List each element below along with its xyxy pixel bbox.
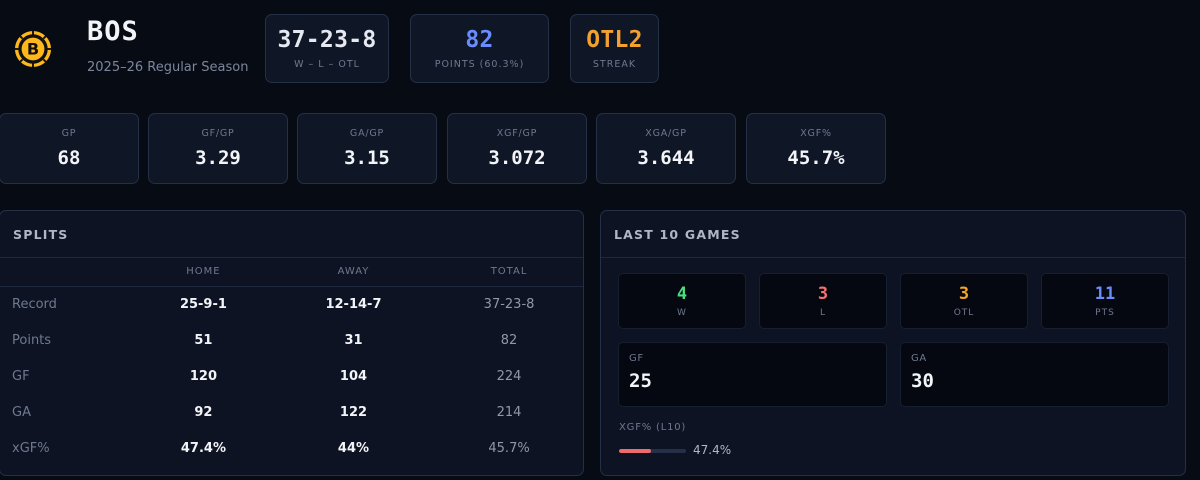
- away-cell: 31: [344, 332, 363, 348]
- total-cell: 224: [496, 368, 522, 384]
- bruins-logo-icon: B: [14, 30, 52, 68]
- l10-xgf-progress-bar: [619, 449, 686, 453]
- column-header: [0, 258, 135, 287]
- stat-value: 3.15: [344, 147, 390, 169]
- table-row: xGF% 47.4% 44% 45.7%: [0, 430, 583, 466]
- l10-points-card: 11 PTS: [1041, 273, 1169, 329]
- home-cell: 25-9-1: [179, 296, 227, 312]
- column-header-total: TOTAL: [435, 258, 583, 287]
- l10-gf-card: GF 25: [618, 342, 887, 407]
- stat-card-ga-per-gp: GA/GP 3.15: [297, 113, 437, 184]
- streak-value: OTL2: [586, 27, 643, 53]
- total-cell: 82: [500, 332, 518, 348]
- column-header-away: AWAY: [271, 258, 436, 287]
- stat-label: GF/GP: [201, 128, 235, 139]
- stat-label: GP: [61, 128, 77, 139]
- row-label: Points: [12, 332, 52, 348]
- l10-ga-card: GA 30: [900, 342, 1169, 407]
- stat-label: GA/GP: [349, 128, 385, 139]
- l10-otl-value: 3: [958, 284, 970, 304]
- stat-value: 3.644: [637, 147, 695, 169]
- points-card: 82 POINTS (60.3%): [410, 14, 549, 83]
- table-row: Points 51 31 82: [0, 322, 583, 358]
- row-label: GF: [12, 368, 30, 384]
- total-cell: 37-23-8: [483, 296, 535, 312]
- table-row: GF 120 104 224: [0, 358, 583, 394]
- table-row: GA 92 122 214: [0, 394, 583, 430]
- stat-card-gf-per-gp: GF/GP 3.29: [148, 113, 288, 184]
- stat-card-xgf-per-gp: XGF/GP 3.072: [447, 113, 587, 184]
- streak-label: STREAK: [592, 59, 637, 70]
- away-cell: 104: [339, 368, 368, 384]
- home-cell: 47.4%: [180, 440, 226, 456]
- points-label: POINTS (60.3%): [434, 59, 525, 70]
- l10-losses-value: 3: [817, 284, 829, 304]
- l10-xgf-progress-fill: [619, 449, 651, 453]
- away-cell: 44%: [337, 440, 370, 456]
- stat-card-gp: GP 68: [0, 113, 139, 184]
- svg-text:B: B: [27, 40, 39, 59]
- row-label: Record: [12, 296, 57, 312]
- l10-gf-label: GF: [629, 353, 644, 364]
- total-cell: 45.7%: [488, 440, 530, 456]
- l10-wins-value: 4: [676, 284, 688, 304]
- stat-label: XGF%: [800, 128, 832, 139]
- stat-card-xgf-pct: XGF% 45.7%: [746, 113, 886, 184]
- record-label: W – L – OTL: [294, 59, 360, 70]
- l10-otl-card: 3 OTL: [900, 273, 1028, 329]
- l10-xgf-value: 47.4%: [693, 443, 732, 457]
- l10-wins-card: 4 W: [618, 273, 746, 329]
- stat-value: 45.7%: [787, 147, 845, 169]
- splits-title: SPLITS: [0, 211, 583, 258]
- l10-xgf-label: XGF% (L10): [619, 422, 687, 433]
- record-card: 37-23-8 W – L – OTL: [265, 14, 389, 83]
- season-label: 2025–26 Regular Season: [87, 60, 249, 75]
- last-10-panel: LAST 10 GAMES 4 W 3 L 3 OTL 11 PTS GF 25…: [600, 210, 1186, 476]
- stat-label: XGF/GP: [496, 128, 538, 139]
- stat-label: XGA/GP: [645, 128, 687, 139]
- l10-points-value: 11: [1094, 284, 1116, 304]
- column-header-home: HOME: [135, 258, 272, 287]
- total-cell: 214: [496, 404, 522, 420]
- stat-value: 3.29: [195, 147, 241, 169]
- l10-losses-card: 3 L: [759, 273, 887, 329]
- streak-card: OTL2 STREAK: [570, 14, 659, 83]
- table-row: Record 25-9-1 12-14-7 37-23-8: [0, 286, 583, 322]
- table-header-row: HOME AWAY TOTAL: [0, 258, 583, 287]
- splits-table: HOME AWAY TOTAL Record 25-9-1 12-14-7 37…: [0, 258, 583, 466]
- l10-ga-value: 30: [911, 370, 934, 392]
- l10-losses-label: L: [819, 308, 826, 318]
- team-abbreviation: BOS: [87, 16, 139, 47]
- l10-wins-label: W: [677, 308, 687, 318]
- stat-value: 68: [57, 147, 81, 169]
- l10-ga-label: GA: [911, 353, 927, 364]
- away-cell: 122: [339, 404, 368, 420]
- row-label: xGF%: [12, 440, 50, 456]
- stat-card-xga-per-gp: XGA/GP 3.644: [596, 113, 736, 184]
- stat-value: 3.072: [488, 147, 546, 169]
- home-cell: 120: [189, 368, 217, 384]
- home-cell: 92: [194, 404, 213, 420]
- l10-gf-value: 25: [629, 370, 652, 392]
- l10-points-label: PTS: [1095, 308, 1115, 318]
- home-cell: 51: [194, 332, 213, 348]
- l10-otl-label: OTL: [953, 308, 975, 318]
- row-label: GA: [12, 404, 31, 420]
- record-value: 37-23-8: [277, 27, 377, 53]
- last-10-title: LAST 10 GAMES: [601, 211, 1185, 258]
- splits-panel: SPLITS HOME AWAY TOTAL Record 25-9-1 12-…: [0, 210, 584, 476]
- away-cell: 12-14-7: [325, 296, 382, 312]
- points-value: 82: [465, 27, 494, 53]
